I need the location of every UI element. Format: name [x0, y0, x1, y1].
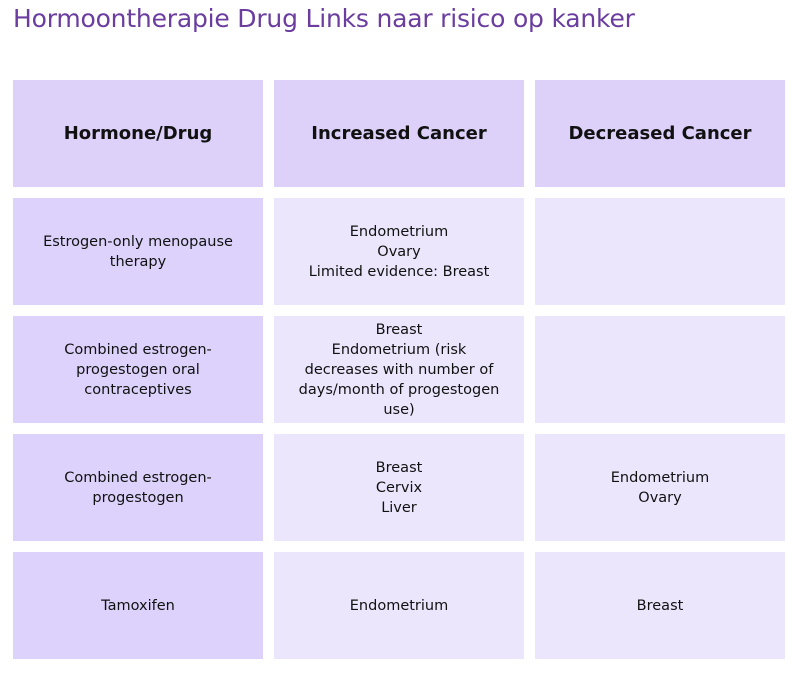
cell-line: Limited evidence: Breast: [308, 263, 490, 280]
table-cell: Combined estrogen-progestogen: [13, 434, 263, 541]
page-title: Hormoontherapie Drug Links naar risico o…: [13, 4, 635, 33]
cell-line: Breast: [375, 459, 423, 476]
column-header: Hormone/Drug: [13, 80, 263, 187]
column-header: Decreased Cancer: [535, 80, 785, 187]
cell-line: Cervix: [375, 479, 423, 496]
cell-line: Endometrium: [610, 469, 710, 486]
cancer-risk-table: Hormone/Drug Increased Cancer Decreased Ca…: [13, 80, 785, 659]
cell-line: Breast: [375, 321, 423, 338]
table-cell: Endometrium Ovary: [535, 434, 785, 541]
cell-line: Ovary: [377, 243, 421, 260]
cell-line: Tamoxifen: [101, 597, 175, 614]
cell-line: Endometrium: [349, 597, 449, 614]
cell-line: Combined estrogen-progestogen oral contr…: [64, 341, 212, 398]
cell-line: Estrogen-only menopause therapy: [43, 233, 233, 270]
table-cell: Tamoxifen: [13, 552, 263, 659]
table-cell: Breast Cervix Liver: [274, 434, 524, 541]
table-cell: Estrogen-only menopause therapy: [13, 198, 263, 305]
cell-line: Combined estrogen-progestogen: [64, 469, 212, 506]
cell-line: Breast: [636, 597, 684, 614]
cell-line: Liver: [381, 499, 417, 516]
column-header: Increased Cancer: [274, 80, 524, 187]
table-cell: Combined estrogen-progestogen oral contr…: [13, 316, 263, 423]
cell-line: Endometrium: [349, 223, 449, 240]
table-cell: Endometrium Ovary Limited evidence: Breast: [274, 198, 524, 305]
table-cell: [535, 316, 785, 423]
table-cell: Endometrium: [274, 552, 524, 659]
cell-line: Ovary: [638, 489, 682, 506]
table-cell: Breast: [535, 552, 785, 659]
table-cell: [535, 198, 785, 305]
cell-line: Endometrium (risk decreases with number …: [298, 341, 500, 418]
table-cell: Breast Endometrium (risk decreases with n…: [274, 316, 524, 423]
